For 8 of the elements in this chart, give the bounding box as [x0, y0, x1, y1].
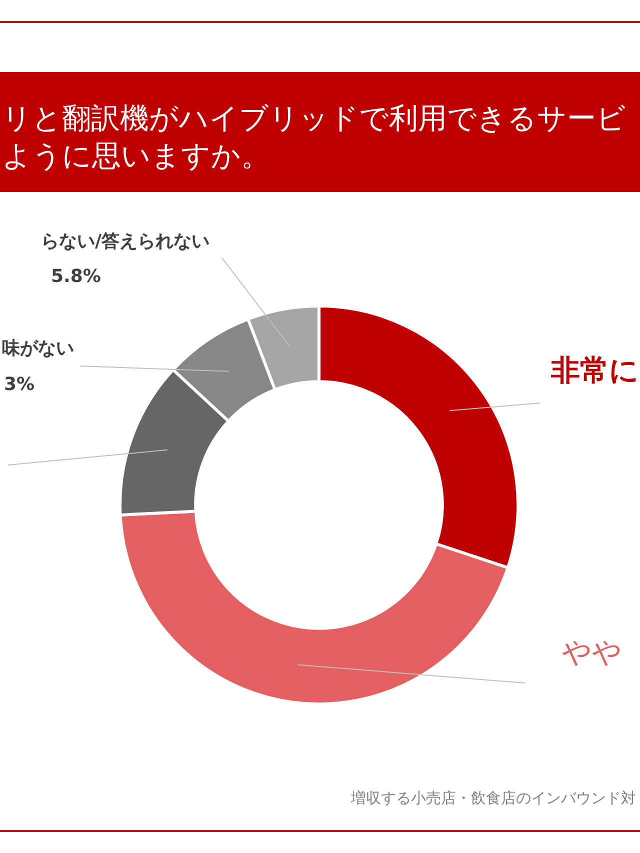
- slice-label: 味がない: [2, 338, 74, 359]
- slice-label: やや: [562, 635, 622, 669]
- chart-title: リと翻訳機がハイブリッドで利用できるサービように思いますか。: [2, 101, 626, 173]
- slice-label: らない/答えられない: [41, 231, 210, 252]
- text: 増収する小売店・飲食店のインバウンド対: [350, 789, 636, 807]
- slice-label: 非常に: [550, 353, 639, 387]
- data-label: 5.8%: [51, 266, 101, 287]
- text: 3%: [4, 374, 35, 395]
